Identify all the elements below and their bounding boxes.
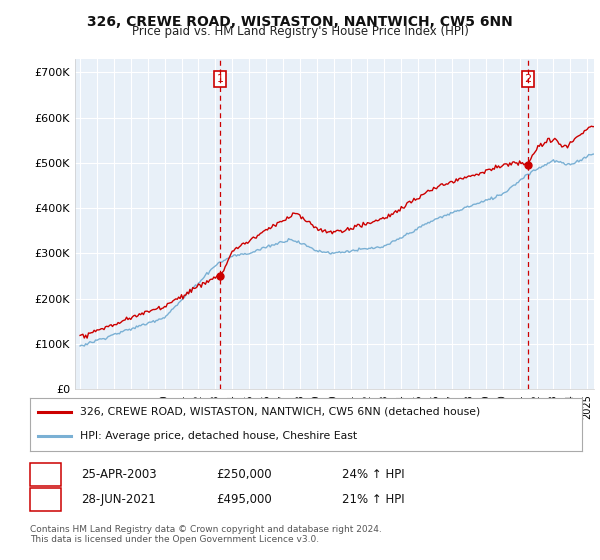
- Text: 2: 2: [42, 493, 49, 506]
- Text: 28-JUN-2021: 28-JUN-2021: [81, 493, 156, 506]
- Text: 2: 2: [524, 74, 532, 84]
- Text: Price paid vs. HM Land Registry's House Price Index (HPI): Price paid vs. HM Land Registry's House …: [131, 25, 469, 38]
- Text: 1: 1: [42, 468, 49, 481]
- Text: HPI: Average price, detached house, Cheshire East: HPI: Average price, detached house, Ches…: [80, 431, 357, 441]
- Text: £495,000: £495,000: [216, 493, 272, 506]
- Text: £250,000: £250,000: [216, 468, 272, 481]
- Text: 24% ↑ HPI: 24% ↑ HPI: [342, 468, 404, 481]
- Text: Contains HM Land Registry data © Crown copyright and database right 2024.
This d: Contains HM Land Registry data © Crown c…: [30, 525, 382, 544]
- Text: 1: 1: [217, 74, 224, 84]
- Text: 326, CREWE ROAD, WISTASTON, NANTWICH, CW5 6NN: 326, CREWE ROAD, WISTASTON, NANTWICH, CW…: [87, 15, 513, 29]
- Text: 21% ↑ HPI: 21% ↑ HPI: [342, 493, 404, 506]
- Text: 326, CREWE ROAD, WISTASTON, NANTWICH, CW5 6NN (detached house): 326, CREWE ROAD, WISTASTON, NANTWICH, CW…: [80, 407, 480, 417]
- Text: 25-APR-2003: 25-APR-2003: [81, 468, 157, 481]
